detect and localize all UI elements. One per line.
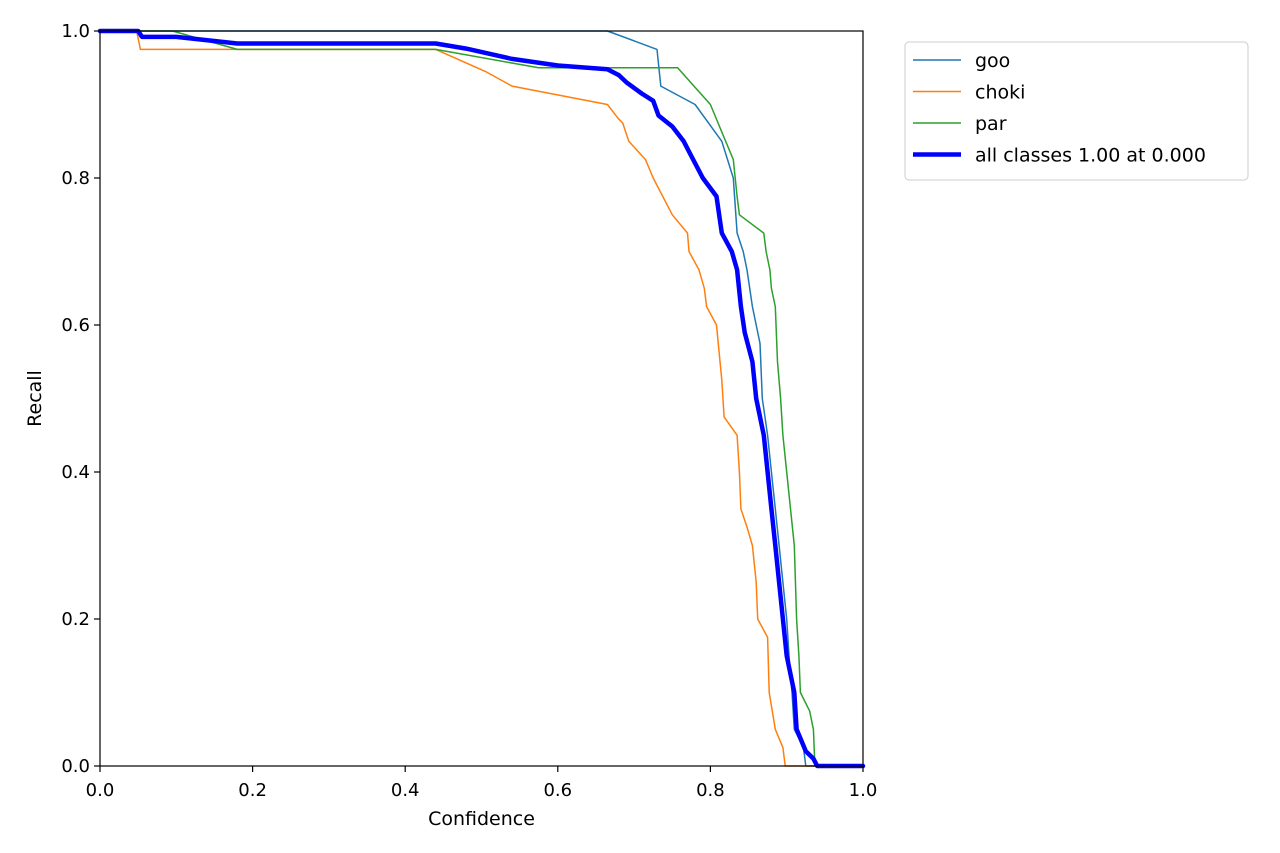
y-tick-label: 0.0 <box>61 756 90 777</box>
series-line-2 <box>99 30 864 767</box>
x-tick-label: 0.8 <box>696 780 725 801</box>
x-tick-label: 0.0 <box>86 780 115 801</box>
y-tick-label: 0.8 <box>61 168 90 189</box>
x-axis-label: Confidence <box>428 808 535 830</box>
legend-label: choki <box>975 82 1025 104</box>
plot-frame <box>99 30 864 767</box>
series-line-1 <box>99 30 864 767</box>
x-tick-label: 1.0 <box>849 780 878 801</box>
legend-label: all classes 1.00 at 0.000 <box>975 145 1206 167</box>
series-line-3 <box>97 28 866 769</box>
legend-label: goo <box>975 50 1010 72</box>
legend-label: par <box>975 113 1007 135</box>
x-tick-label: 0.2 <box>238 780 267 801</box>
series-layer <box>97 28 866 769</box>
legend-box <box>904 41 1249 181</box>
y-tick-label: 1.0 <box>61 21 90 42</box>
x-tick-label: 0.4 <box>391 780 420 801</box>
x-tick-label: 0.6 <box>543 780 572 801</box>
y-axis-label: Recall <box>24 370 46 427</box>
ticks-layer: 0.0 0.2 0.4 0.6 0.8 1.0 0.0 0.2 0.4 0.6 0.8 1.0 <box>61 21 877 801</box>
legend: goo choki par all classes 1.00 at 0.000 <box>904 41 1249 181</box>
y-tick-label: 0.6 <box>61 315 90 336</box>
series-line-0 <box>99 30 864 767</box>
y-tick-label: 0.2 <box>61 609 90 630</box>
y-tick-label: 0.4 <box>61 462 90 483</box>
